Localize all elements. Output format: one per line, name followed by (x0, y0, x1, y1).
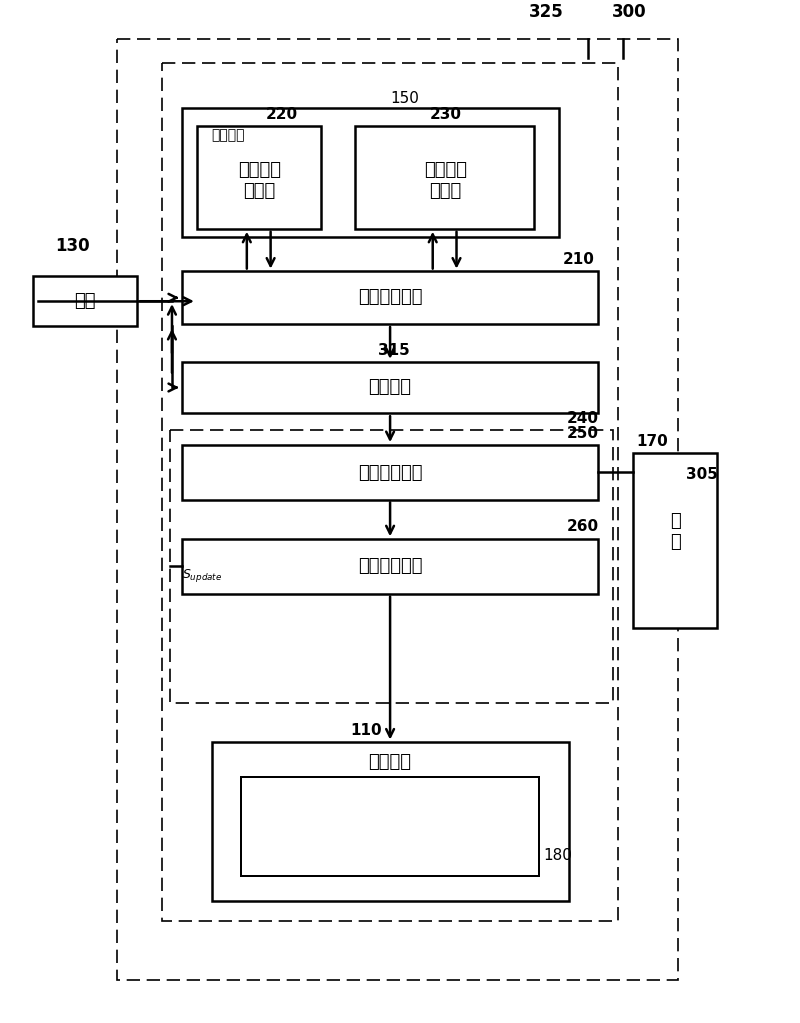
Text: 闪
存: 闪 存 (670, 512, 681, 550)
Bar (118, 39, 678, 980)
Text: 缓冲区: 缓冲区 (430, 182, 462, 201)
Text: 130: 130 (55, 236, 90, 255)
Text: 300: 300 (612, 3, 646, 20)
Text: 210: 210 (562, 252, 594, 267)
Text: 110: 110 (350, 723, 382, 739)
Text: 时钟产生单元: 时钟产生单元 (358, 557, 422, 575)
Bar (182, 539, 598, 593)
Text: 305: 305 (686, 468, 718, 482)
Text: 325: 325 (529, 3, 563, 20)
Text: 缓冲区: 缓冲区 (243, 182, 275, 201)
Bar (212, 743, 569, 901)
Bar (182, 107, 558, 236)
Text: 更新操作单元: 更新操作单元 (358, 463, 422, 482)
Text: 220: 220 (266, 106, 298, 122)
Bar (197, 126, 321, 229)
Text: 230: 230 (430, 106, 462, 122)
Text: 260: 260 (566, 520, 598, 534)
Text: 图像更新: 图像更新 (424, 162, 467, 179)
Text: 180: 180 (544, 848, 573, 863)
Text: 主机: 主机 (74, 293, 95, 310)
Text: $S_{update}$: $S_{update}$ (182, 568, 222, 584)
Text: 250: 250 (566, 426, 598, 441)
Text: 调度模块: 调度模块 (369, 379, 411, 397)
Text: 150: 150 (390, 91, 419, 106)
Bar (33, 276, 138, 326)
Text: 显示面板: 显示面板 (369, 753, 411, 771)
Bar (170, 430, 613, 703)
Bar (355, 126, 534, 229)
Bar (182, 362, 598, 413)
Bar (182, 271, 598, 324)
Bar (162, 63, 618, 921)
Text: 画面处理单元: 画面处理单元 (358, 288, 422, 306)
Text: 170: 170 (636, 434, 668, 449)
Text: 存储单元: 存储单元 (212, 128, 245, 142)
Text: 315: 315 (378, 343, 410, 358)
Bar (633, 453, 718, 628)
Text: 240: 240 (566, 411, 598, 427)
Text: 图像输入: 图像输入 (238, 162, 281, 179)
Bar (242, 777, 539, 877)
Bar (182, 445, 598, 499)
